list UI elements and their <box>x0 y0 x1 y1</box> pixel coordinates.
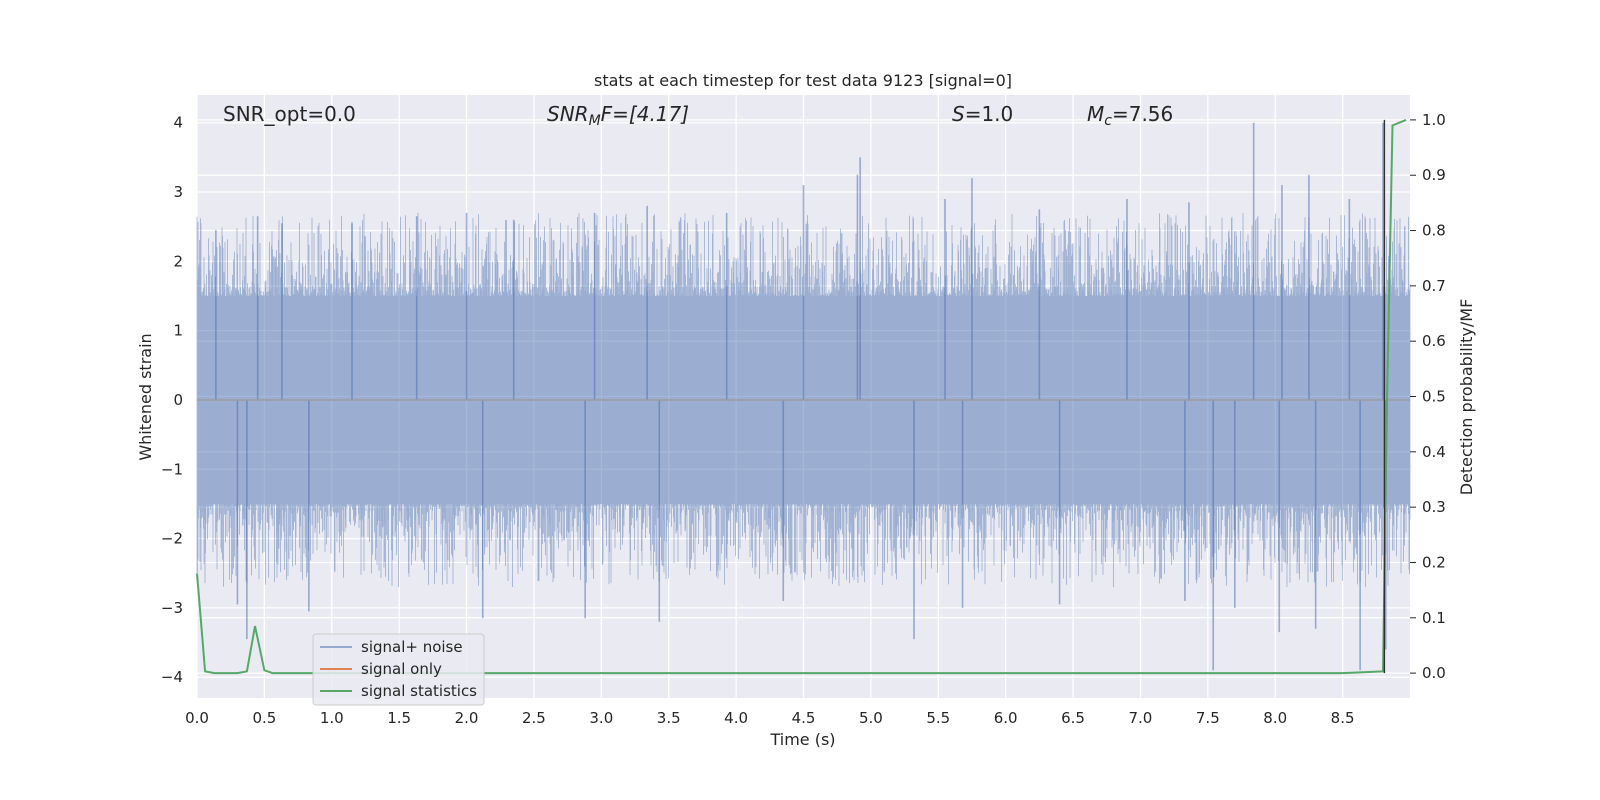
line-series <box>196 118 1410 675</box>
x-tick-label: 5.5 <box>926 709 950 727</box>
y-right-tick-label: 0.5 <box>1422 388 1446 406</box>
annotation-s: S=1.0 <box>952 102 1013 126</box>
x-tick-label: 1.0 <box>320 709 344 727</box>
y-tick-label: 4 <box>173 114 183 132</box>
annotation-mc: Mc=7.56 <box>1087 102 1173 129</box>
y-right-tick-label: 0.6 <box>1422 332 1446 350</box>
legend-label-signal-noise: signal+ noise <box>361 638 463 656</box>
x-tick-label: 0.5 <box>252 709 276 727</box>
y-tick-label: −1 <box>161 460 183 478</box>
y-right-tick-label: 0.0 <box>1422 664 1446 682</box>
x-tick-label: 6.0 <box>994 709 1018 727</box>
chart-title: stats at each timestep for test data 912… <box>594 71 1012 90</box>
y-tick-label: −3 <box>161 599 183 617</box>
y-tick-label: −4 <box>161 668 183 686</box>
x-tick-label: 1.5 <box>387 709 411 727</box>
x-tick-label: 5.0 <box>859 709 883 727</box>
y-right-axis-label: Detection probability/MF <box>1457 299 1476 496</box>
y-right-tick-label: 0.9 <box>1422 166 1446 184</box>
y-right-tick-label: 0.8 <box>1422 222 1446 240</box>
y-right-tick-label: 0.1 <box>1422 609 1446 627</box>
y-right-tick-label: 1.0 <box>1422 111 1446 129</box>
x-tick-label: 8.5 <box>1331 709 1355 727</box>
y-right-tick-label: 0.3 <box>1422 498 1446 516</box>
y-tick-label: 2 <box>173 252 183 270</box>
x-tick-label: 0.0 <box>185 709 209 727</box>
signal-statistics-line <box>196 118 1407 675</box>
y-tick-labels: 4 3 2 1 0 −1 −2 −3 −4 <box>161 114 183 686</box>
y-right-tick-label: 0.4 <box>1422 443 1446 461</box>
y-tick-label: 1 <box>173 322 183 340</box>
y-tick-label: −2 <box>161 530 183 548</box>
y-axis-label: Whitened strain <box>136 333 155 460</box>
annotation-snr-opt: SNR_opt=0.0 <box>223 102 356 126</box>
y-right-tick-label: 0.2 <box>1422 553 1446 571</box>
legend: signal+ noise signal only signal statist… <box>312 633 485 706</box>
x-tick-label: 4.0 <box>724 709 748 727</box>
legend-label-signal-only: signal only <box>361 660 442 678</box>
y-right-tick-label: 0.7 <box>1422 277 1446 295</box>
x-tick-labels: 0.0 0.5 1.0 1.5 2.0 2.5 3.0 3.5 4.0 4.5 5.0 5.5 6.0 6… <box>185 709 1354 727</box>
x-tick-label: 4.5 <box>792 709 816 727</box>
x-tick-label: 2.5 <box>522 709 546 727</box>
x-tick-label: 2.0 <box>455 709 479 727</box>
y-right-tick-labels: 1.0 0.9 0.8 0.7 0.6 0.5 0.4 0.3 0.2 0.1 0.0 <box>1410 111 1446 682</box>
annotation-snr-mf: SNRMF=[4.17] <box>547 102 689 129</box>
x-tick-label: 6.5 <box>1061 709 1085 727</box>
x-tick-label: 7.5 <box>1196 709 1220 727</box>
x-tick-label: 8.0 <box>1263 709 1287 727</box>
legend-label-signal-statistics: signal statistics <box>361 682 477 700</box>
x-tick-label: 7.0 <box>1129 709 1153 727</box>
y-tick-label: 3 <box>173 183 183 201</box>
legend-box <box>312 633 485 706</box>
x-tick-label: 3.0 <box>589 709 613 727</box>
x-axis-label: Time (s) <box>769 730 835 749</box>
y-tick-label: 0 <box>173 391 183 409</box>
x-tick-label: 3.5 <box>657 709 681 727</box>
